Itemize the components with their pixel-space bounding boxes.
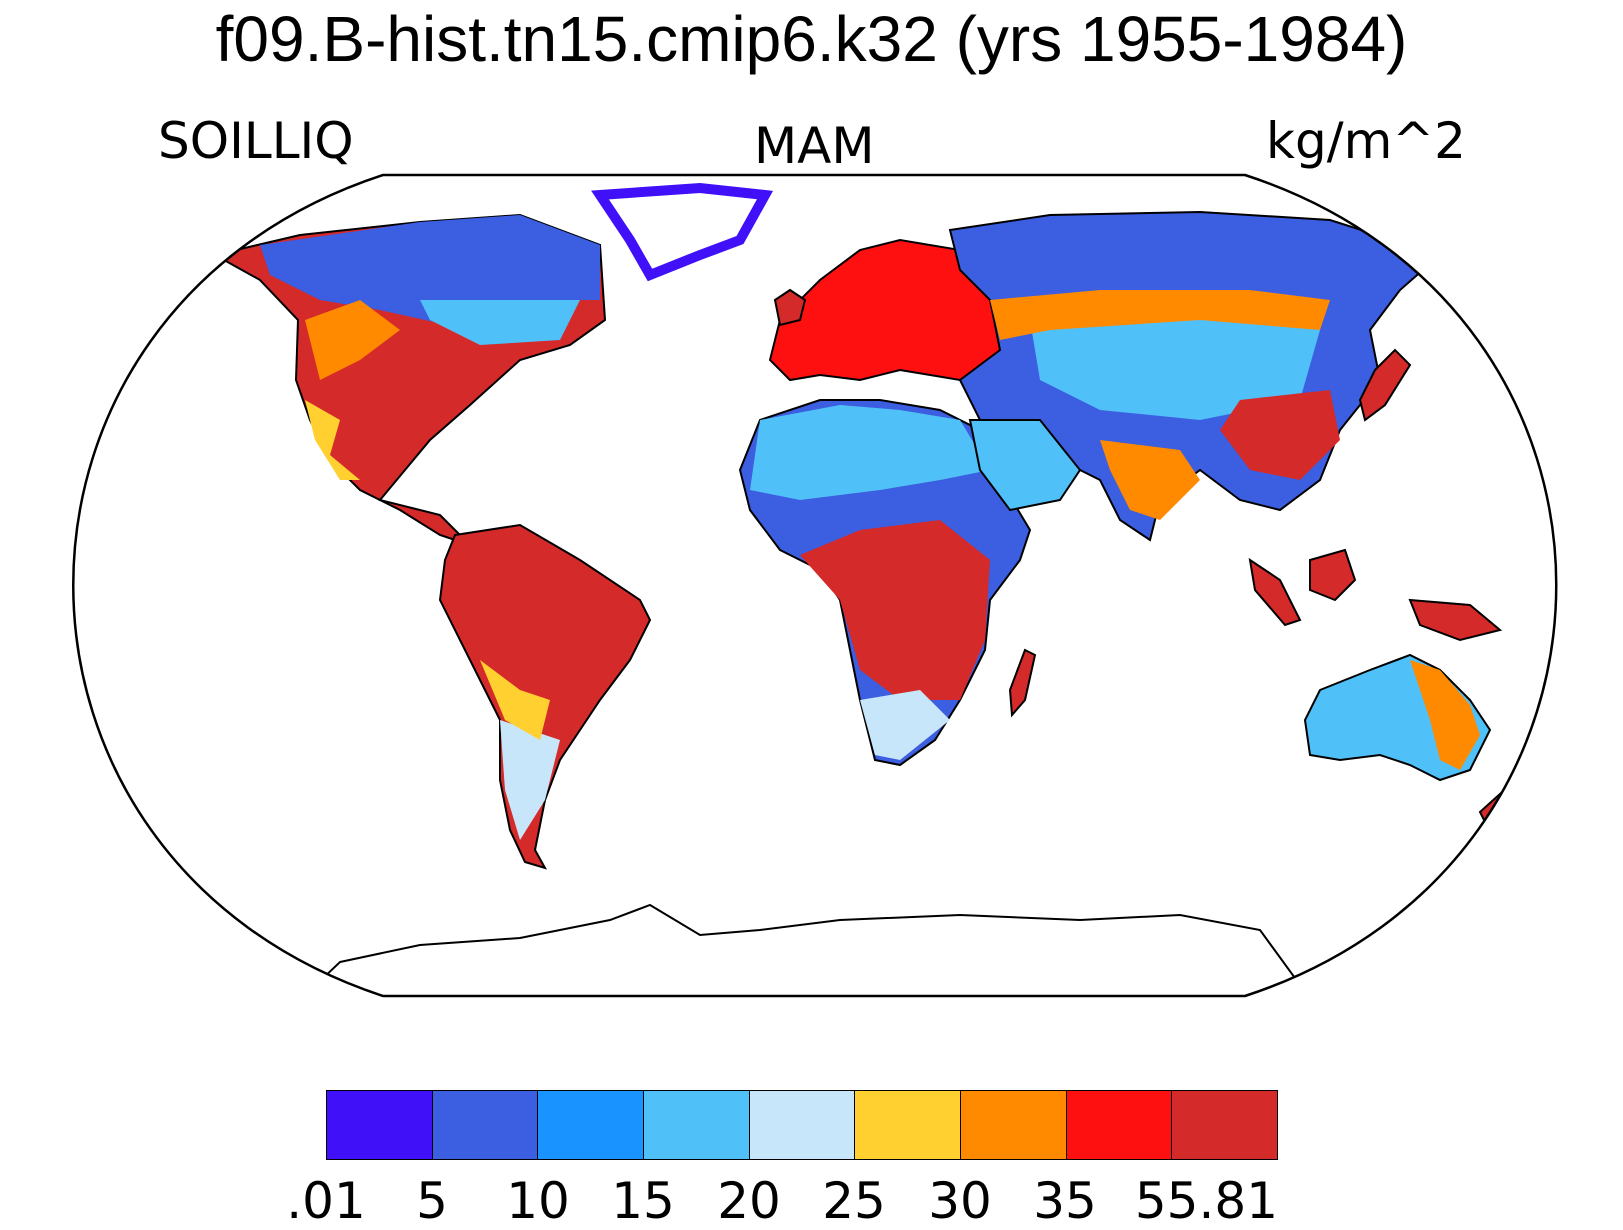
colorbar-tick-label: 55.81 bbox=[1134, 1172, 1278, 1230]
africa-tropics-red bbox=[800, 520, 990, 700]
madagascar bbox=[1008, 648, 1037, 718]
africa-sahara-lightblue bbox=[750, 405, 990, 500]
borneo bbox=[1309, 548, 1357, 602]
colorbar-tick-label: 15 bbox=[611, 1172, 675, 1230]
uk-land bbox=[773, 288, 807, 327]
australia-east-orange bbox=[1410, 660, 1480, 770]
season-label: MAM bbox=[754, 117, 875, 175]
colorbar-swatch bbox=[538, 1091, 645, 1159]
variable-label: SOILLIQ bbox=[158, 112, 354, 170]
new-guinea bbox=[1408, 598, 1503, 642]
colorbar-tick-label: 30 bbox=[928, 1172, 992, 1230]
plot-title: f09.B-hist.tn15.cmip6.k32 (yrs 1955-1984… bbox=[215, 3, 1408, 75]
colorbar-swatch bbox=[1066, 1091, 1173, 1159]
asia-east-red bbox=[1220, 390, 1340, 480]
asia-orange-band bbox=[990, 290, 1330, 340]
colorbar-tick-label: 10 bbox=[506, 1172, 570, 1230]
colorbar-tick-label: 35 bbox=[1033, 1172, 1097, 1230]
map-outline bbox=[72, 173, 1558, 998]
greenland bbox=[591, 182, 774, 282]
north-america-lightblue bbox=[420, 300, 580, 345]
asia-central-lightblue bbox=[1030, 310, 1320, 420]
colorbar-swatch bbox=[1172, 1091, 1278, 1159]
north-america-yellow bbox=[305, 400, 360, 480]
africa-south-lightblue bbox=[860, 690, 950, 760]
south-america-yellow bbox=[480, 660, 550, 740]
colorbar-swatch bbox=[961, 1091, 1067, 1159]
colorbar-tick-label: 25 bbox=[822, 1172, 886, 1230]
new-zealand bbox=[1478, 778, 1557, 824]
colorbar-swatch bbox=[327, 1091, 433, 1159]
colorbar-swatch bbox=[644, 1091, 750, 1159]
antarctica bbox=[297, 903, 1401, 996]
north-america-orange bbox=[305, 300, 400, 380]
colorbar-tick-label: 5 bbox=[416, 1172, 448, 1230]
asia-south-orange bbox=[1100, 440, 1200, 520]
colorbar-tick-label: .01 bbox=[286, 1172, 366, 1230]
sumatra bbox=[1248, 557, 1302, 627]
colorbar-swatch bbox=[432, 1091, 539, 1159]
colorbar bbox=[326, 1090, 1278, 1160]
units-label: kg/m^2 bbox=[1266, 112, 1466, 170]
colorbar-swatch bbox=[855, 1091, 962, 1159]
south-america-lightblue bbox=[500, 720, 560, 840]
japan bbox=[1358, 348, 1412, 422]
south-america-land bbox=[438, 523, 652, 870]
colorbar-tick-label: 20 bbox=[717, 1172, 781, 1230]
middle-east-lightblue bbox=[968, 419, 1082, 512]
colorbar-swatch bbox=[749, 1091, 856, 1159]
